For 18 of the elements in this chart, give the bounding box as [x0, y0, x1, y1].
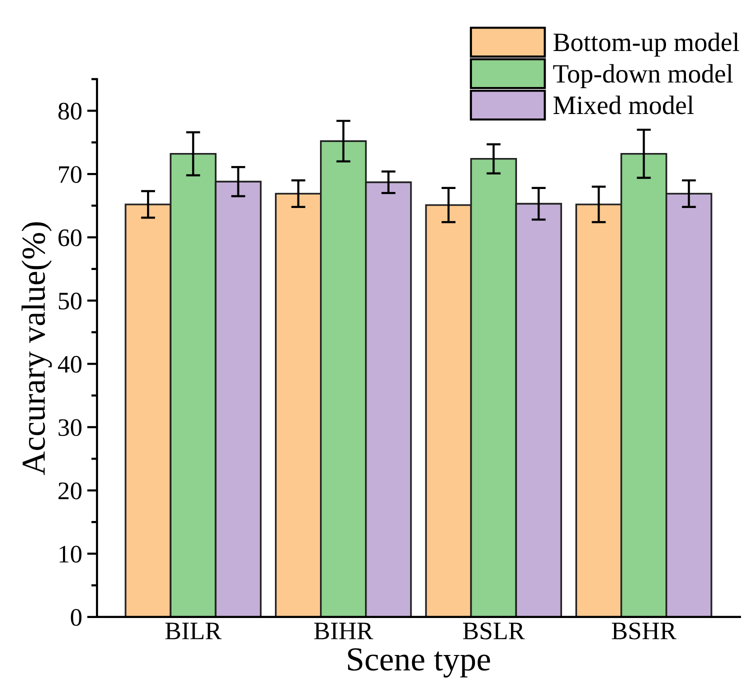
- x-tick-label: BSHR: [612, 622, 676, 640]
- x-tick-label: BSLR: [463, 622, 525, 640]
- y-tick-label: 50: [58, 292, 82, 310]
- x-tick-label: BILR: [165, 622, 222, 640]
- y-tick-label: 80: [58, 102, 82, 120]
- y-tick-label: 0: [70, 609, 82, 626]
- y-tick-label: 60: [58, 229, 82, 246]
- x-axis-title: Scene type: [348, 648, 490, 678]
- y-tick-label: 20: [58, 482, 82, 500]
- y-tick-label: 40: [58, 356, 82, 373]
- legend-label: Bottom-up model: [553, 32, 740, 57]
- y-tick-label: 30: [58, 419, 82, 436]
- y-tick-label: 70: [59, 166, 82, 183]
- y-tick-label: 10: [60, 546, 82, 563]
- legend-label: Mixed model: [553, 96, 694, 114]
- x-tick-label: BIHR: [314, 622, 374, 640]
- legend-label: Top-down model: [553, 64, 733, 88]
- y-axis-title: Accurary value(%): [22, 222, 52, 475]
